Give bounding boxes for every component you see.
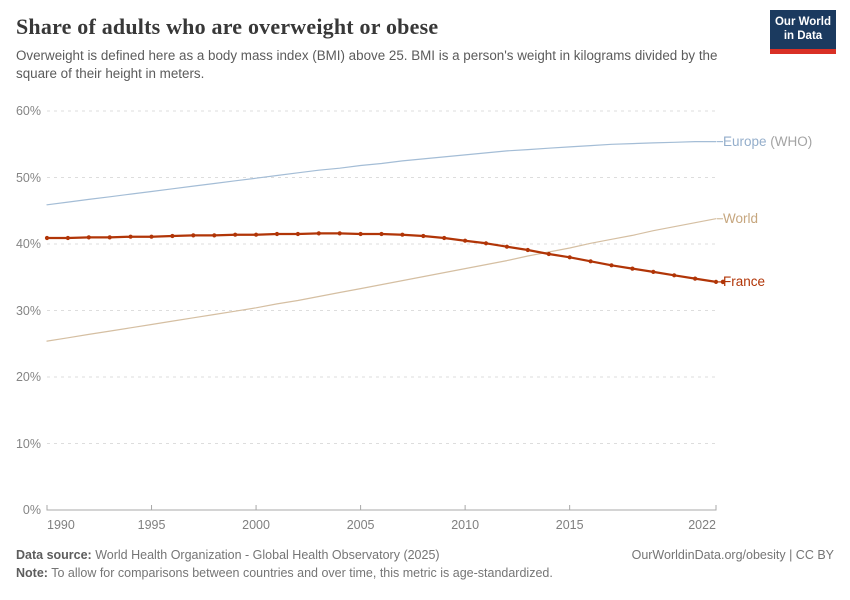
y-axis-label-30: 30% — [15, 303, 41, 318]
data-point-france — [254, 232, 259, 237]
data-point-france — [86, 235, 91, 240]
data-point-france — [149, 234, 154, 239]
x-axis-label-2022: 2022 — [688, 518, 716, 532]
data-point-france — [295, 231, 300, 237]
data-point-france — [483, 241, 489, 246]
data-point-france — [212, 233, 217, 238]
data-point-france — [400, 232, 405, 237]
data-point-france — [713, 279, 719, 284]
series-label-text: France — [723, 273, 766, 289]
data-point-france — [44, 235, 50, 241]
data-point-france — [504, 244, 509, 249]
data-source-label: Data source: — [16, 548, 92, 562]
y-axis-label-50: 50% — [15, 170, 41, 185]
footer-source-row: Data source: World Health Organization -… — [16, 546, 834, 564]
y-axis-label-10: 10% — [15, 436, 41, 451]
x-axis-label-2005: 2005 — [346, 518, 375, 532]
chart-footer: Data source: World Health Organization -… — [16, 546, 834, 582]
y-axis-label-40: 40% — [15, 237, 41, 251]
data-point-france — [525, 247, 530, 253]
series-label-text: Europe — [723, 133, 767, 149]
line-world[interactable] — [46, 218, 717, 342]
series-label-text: World — [723, 210, 759, 226]
y-axis-label-20: 20% — [15, 370, 41, 384]
data-point-france — [337, 231, 342, 236]
data-point-france — [191, 233, 196, 238]
data-point-france — [630, 266, 635, 271]
y-axis-label-60: 60% — [15, 104, 41, 118]
data-point-france — [463, 238, 468, 243]
data-point-france — [107, 235, 112, 240]
data-point-france — [609, 263, 614, 268]
line-france[interactable] — [45, 232, 718, 284]
data-point-france — [358, 231, 363, 237]
series-label-text: (WHO) — [766, 133, 813, 149]
data-point-france — [170, 233, 175, 239]
data-point-france — [379, 231, 384, 237]
x-axis-label-2015: 2015 — [555, 518, 584, 532]
owid-logo-line2: in Data — [783, 29, 823, 42]
data-point-france — [421, 233, 426, 239]
chart-subtitle: Overweight is defined here as a body mas… — [16, 48, 718, 82]
data-point-france — [274, 231, 280, 237]
owid-logo-line1: Our World — [774, 16, 831, 28]
data-point-france — [65, 235, 70, 241]
note-value: To allow for comparisons between countri… — [47, 566, 553, 581]
data-source-value: World Health Organization - Global Healt… — [91, 548, 440, 562]
data-point-france — [316, 231, 321, 236]
data-point-france — [567, 255, 572, 260]
data-point-france — [442, 235, 447, 241]
data-point-france — [588, 259, 593, 264]
data-point-france — [233, 232, 238, 237]
owid-logo[interactable]: Our World in Data — [770, 10, 836, 54]
owid-license-link[interactable]: OurWorldinData.org/obesity | CC BY — [631, 548, 834, 562]
series-label-europe-who[interactable]: Europe (WHO) — [723, 133, 812, 151]
data-point-france — [651, 269, 656, 274]
chart-header: Share of adults who are overweight or ob… — [16, 14, 834, 83]
data-point-france — [546, 251, 551, 257]
x-axis-label-1995: 1995 — [137, 518, 166, 532]
x-axis-label-1990: 1990 — [47, 518, 75, 532]
y-axis-label-0: 0% — [22, 503, 41, 517]
data-point-france — [128, 234, 133, 239]
data-point-france — [693, 276, 698, 281]
x-axis-label-2000: 2000 — [242, 518, 270, 532]
data-point-france — [672, 273, 677, 278]
line-europe-who[interactable] — [46, 141, 717, 206]
note-label: Note: — [16, 566, 48, 581]
series-label-world[interactable]: World — [723, 210, 758, 228]
end-point-france — [720, 279, 726, 285]
x-axis-label-2010: 2010 — [451, 518, 480, 532]
series-label-france[interactable]: France — [723, 273, 765, 291]
data-source-text: Data source: World Health Organization -… — [16, 546, 440, 564]
footer-note-row: Note: To allow for comparisons between c… — [16, 564, 834, 582]
chart-title: Share of adults who are overweight or ob… — [16, 14, 439, 39]
